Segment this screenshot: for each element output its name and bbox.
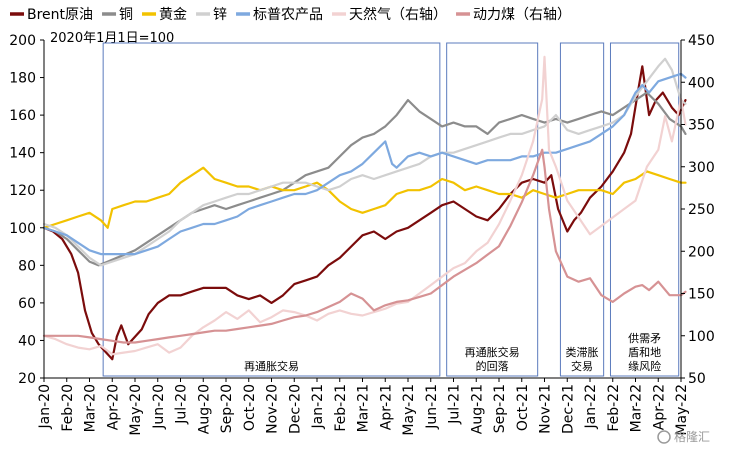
- x-tick-label-11: Dec-20: [287, 384, 303, 434]
- x-tick-label-2: Mar-20: [83, 384, 99, 432]
- series-line-1: [42, 91, 687, 267]
- x-tick-label-4: May-20: [128, 384, 144, 436]
- y-right-tick-label-3: 200: [688, 244, 715, 260]
- x-tick-label-27: Apr-22: [651, 384, 667, 430]
- x-tick-label-10: Nov-20: [265, 384, 281, 434]
- series-line-4: [42, 72, 687, 256]
- x-tick-label-13: Feb-21: [333, 384, 349, 432]
- series-layer: [42, 55, 687, 361]
- x-tick-label-19: Aug-21: [469, 384, 485, 434]
- chart-axes: 20 40 60 80 100 120 140 160 180 200 50 100 150 200 250…: [9, 33, 714, 436]
- legend-label-3: 锌: [213, 7, 227, 23]
- annotation-label-2-0: 类滞胀: [566, 345, 599, 359]
- y-left-tick-label-7: 160: [9, 108, 36, 124]
- x-tick-label-6: Jul-20: [174, 384, 190, 425]
- legend-label-2: 黄金: [159, 6, 187, 23]
- x-tick-label-1: Feb-20: [60, 384, 76, 432]
- y-right-tick-label-2: 150: [688, 287, 715, 303]
- legend-label-4: 标普农产品: [253, 7, 323, 23]
- annotation-box-3: [609, 42, 680, 377]
- x-tick-label-0: Jan-20: [37, 384, 53, 429]
- legend-label-6: 动力煤（右轴）: [473, 7, 571, 23]
- x-tick-label-22: Nov-21: [538, 384, 554, 434]
- y-right-tick-label-7: 400: [688, 75, 715, 91]
- x-tick-label-15: Apr-21: [378, 384, 394, 430]
- annotation-label-3-2: 缘风险: [628, 359, 661, 373]
- legend-label-1: 铜: [119, 7, 133, 23]
- x-tick-label-23: Dec-21: [560, 384, 576, 434]
- annotation-box-1: [446, 42, 539, 377]
- y-left-tick-label-4: 100: [9, 221, 36, 237]
- x-tick-label-12: Jan-21: [310, 384, 326, 429]
- x-tick-label-24: Jan-22: [583, 384, 599, 429]
- x-tick-label-25: Feb-22: [606, 384, 622, 432]
- y-right-tick-label-6: 350: [688, 118, 715, 134]
- x-tick-label-17: Jun-21: [424, 384, 440, 430]
- legend-label-0: Brent原油: [27, 7, 93, 23]
- watermark-logo-icon: [657, 430, 671, 444]
- x-tick-label-18: Jul-21: [447, 384, 463, 425]
- watermark: 格隆汇: [657, 429, 710, 444]
- x-tick-label-5: Jun-20: [151, 384, 167, 430]
- x-tick-label-16: May-21: [401, 384, 417, 436]
- x-tick-label-26: Mar-22: [629, 384, 645, 432]
- annotation-label-3-1: 盾和地: [628, 346, 661, 359]
- x-tick-label-3: Apr-20: [105, 384, 121, 430]
- y-left-tick-label-6: 140: [9, 146, 36, 162]
- x-tick-label-9: Oct-20: [242, 384, 258, 431]
- watermark-text: 格隆汇: [674, 429, 710, 444]
- annotation-label-1-0: 再通胀交易: [465, 345, 520, 359]
- x-tick-label-14: Mar-21: [356, 384, 372, 432]
- x-tick-label-8: Sep-20: [219, 384, 235, 433]
- annotation-label-3-0: 供需矛: [628, 331, 661, 345]
- y-left-tick-label-5: 120: [9, 183, 36, 199]
- y-right-tick-label-0: 50: [688, 371, 706, 387]
- annotation-box-2: [559, 42, 605, 377]
- series-line-5: [42, 55, 687, 356]
- annotation-label-2-1: 交易: [571, 359, 593, 373]
- x-tick-label-7: Aug-20: [196, 384, 212, 434]
- y-left-tick-label-9: 200: [9, 33, 36, 49]
- y-left-tick-label-3: 80: [18, 258, 36, 274]
- y-left-tick-label-0: 20: [18, 371, 36, 387]
- y-right-tick-label-1: 100: [688, 329, 715, 345]
- annotation-box-0: [102, 42, 441, 377]
- series-line-6: [42, 148, 687, 344]
- y-right-tick-label-4: 250: [688, 202, 715, 218]
- chart-legend: Brent原油 铜 黄金 锌 标普农产品 天然气（右轴） 动力煤（右轴）: [10, 6, 571, 23]
- y-left-tick-label-8: 180: [9, 71, 36, 87]
- y-left-tick-label-2: 60: [18, 296, 36, 312]
- series-line-3: [42, 57, 687, 267]
- y-right-tick-label-8: 450: [688, 33, 715, 49]
- x-tick-label-28: May-22: [674, 384, 690, 436]
- legend-label-5: 天然气（右轴）: [349, 6, 447, 23]
- x-tick-label-20: Sep-21: [492, 384, 508, 433]
- base-date-note: 2020年1月1日=100: [50, 31, 174, 46]
- annotation-label-0-0: 再通胀交易: [244, 359, 299, 373]
- series-line-2: [42, 166, 687, 229]
- x-tick-label-21: Oct-21: [515, 384, 531, 431]
- annotation-label-1-1: 的回落: [476, 359, 509, 373]
- y-right-tick-label-5: 300: [688, 160, 715, 176]
- y-left-tick-label-1: 40: [18, 333, 36, 349]
